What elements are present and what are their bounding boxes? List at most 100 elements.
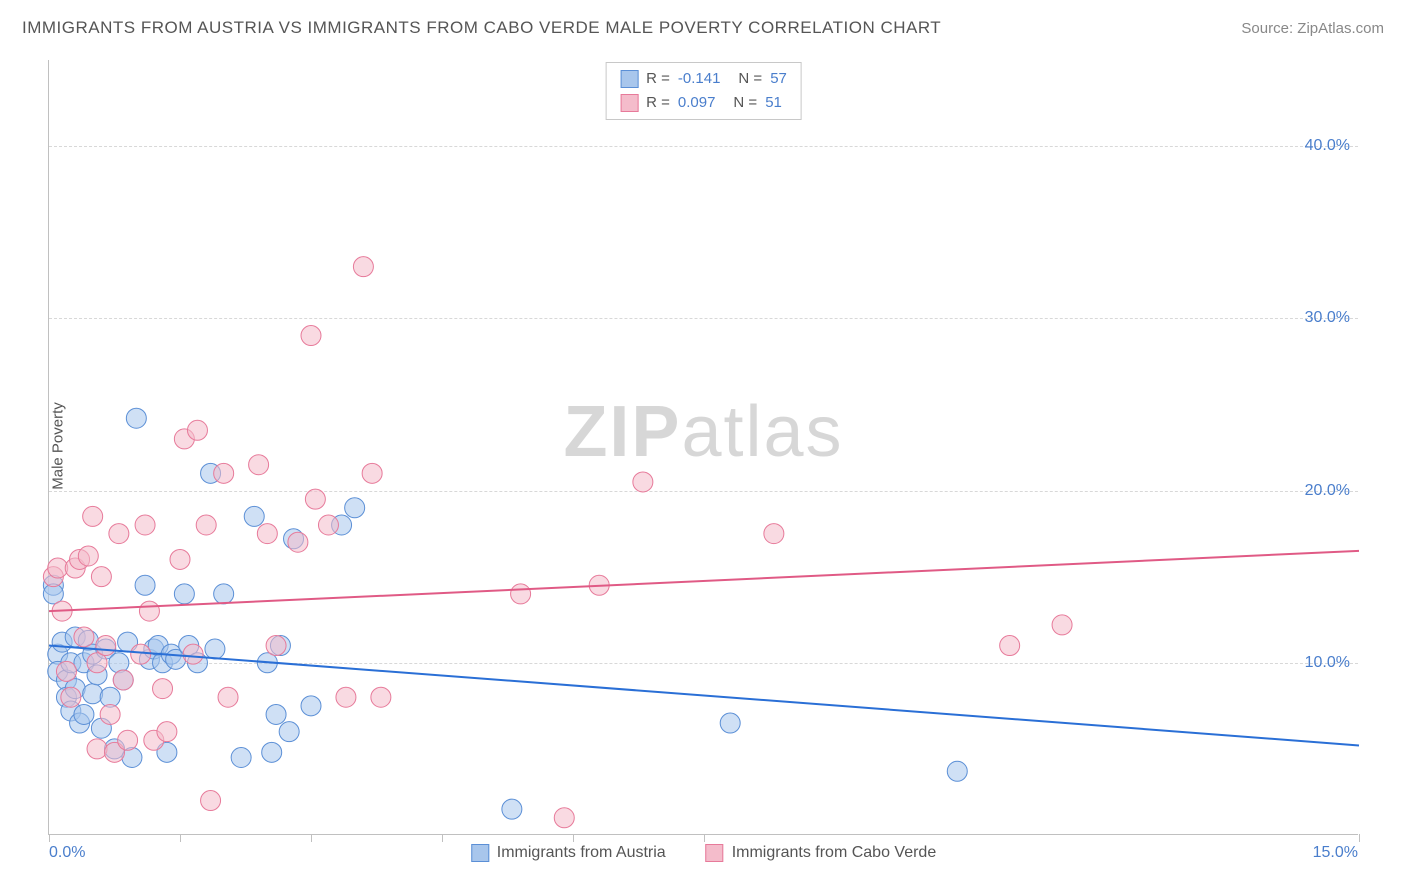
scatter-point: [336, 687, 356, 707]
source-prefix: Source:: [1241, 20, 1297, 37]
y-tick-label: 10.0%: [1305, 654, 1350, 672]
plot-area: ZIPatlas R = -0.141 N = 57 R = 0.097 N =…: [48, 60, 1358, 835]
scatter-point: [249, 455, 269, 475]
x-tick: [704, 834, 705, 842]
y-tick-label: 30.0%: [1305, 309, 1350, 327]
scatter-point: [633, 472, 653, 492]
scatter-point: [170, 549, 190, 569]
x-tick-label: 15.0%: [1313, 844, 1358, 862]
scatter-point: [764, 524, 784, 544]
scatter-point: [502, 799, 522, 819]
legend-label: Immigrants from Cabo Verde: [732, 844, 937, 862]
correlation-chart: IMMIGRANTS FROM AUSTRIA VS IMMIGRANTS FR…: [0, 0, 1406, 892]
trend-line: [49, 551, 1359, 611]
x-tick: [442, 834, 443, 842]
scatter-point: [109, 653, 129, 673]
legend-row-cabo-verde: R = 0.097 N = 51: [620, 91, 787, 115]
legend-r-value[interactable]: 0.097: [678, 91, 716, 115]
chart-title: IMMIGRANTS FROM AUSTRIA VS IMMIGRANTS FR…: [22, 18, 941, 38]
legend-item: Immigrants from Austria: [471, 844, 666, 862]
scatter-point: [74, 627, 94, 647]
scatter-point: [345, 498, 365, 518]
scatter-point: [131, 644, 151, 664]
trend-line: [49, 646, 1359, 746]
scatter-point: [61, 687, 81, 707]
legend-swatch: [620, 94, 638, 112]
scatter-point: [244, 506, 264, 526]
scatter-point: [305, 489, 325, 509]
x-tick: [49, 834, 50, 842]
y-tick-label: 20.0%: [1305, 482, 1350, 500]
scatter-point: [187, 420, 207, 440]
legend-n-label: N =: [733, 91, 757, 115]
scatter-point: [947, 761, 967, 781]
scatter-point: [214, 584, 234, 604]
scatter-point: [56, 661, 76, 681]
scatter-point: [318, 515, 338, 535]
scatter-point: [100, 704, 120, 724]
scatter-point: [554, 808, 574, 828]
scatter-point: [214, 463, 234, 483]
legend-n-value[interactable]: 57: [770, 67, 787, 91]
scatter-point: [74, 704, 94, 724]
title-bar: IMMIGRANTS FROM AUSTRIA VS IMMIGRANTS FR…: [22, 18, 1384, 38]
scatter-point: [157, 722, 177, 742]
scatter-point: [96, 636, 116, 656]
scatter-point: [83, 506, 103, 526]
x-tick-label: 0.0%: [49, 844, 85, 862]
legend-label: Immigrants from Austria: [497, 844, 666, 862]
scatter-point: [362, 463, 382, 483]
scatter-point: [205, 639, 225, 659]
legend-r-label: R =: [646, 91, 670, 115]
scatter-point: [109, 524, 129, 544]
scatter-point: [371, 687, 391, 707]
scatter-point: [78, 546, 98, 566]
source-name: ZipAtlas.com: [1297, 20, 1384, 37]
scatter-point: [288, 532, 308, 552]
scatter-point: [183, 644, 203, 664]
scatter-point: [153, 679, 173, 699]
scatter-point: [83, 684, 103, 704]
scatter-point: [720, 713, 740, 733]
y-tick-label: 40.0%: [1305, 137, 1350, 155]
x-tick: [311, 834, 312, 842]
legend-item: Immigrants from Cabo Verde: [706, 844, 937, 862]
source-attribution: Source: ZipAtlas.com: [1241, 20, 1384, 37]
scatter-point: [201, 791, 221, 811]
legend-r-value[interactable]: -0.141: [678, 67, 721, 91]
scatter-point: [1000, 636, 1020, 656]
scatter-point: [135, 515, 155, 535]
legend-correlation: R = -0.141 N = 57 R = 0.097 N = 51: [605, 62, 802, 120]
legend-n-value[interactable]: 51: [765, 91, 782, 115]
scatter-point: [122, 748, 142, 768]
scatter-point: [126, 408, 146, 428]
scatter-point: [87, 739, 107, 759]
scatter-point: [301, 326, 321, 346]
scatter-point: [135, 575, 155, 595]
scatter-point: [118, 730, 138, 750]
legend-swatch: [706, 844, 724, 862]
scatter-point: [279, 722, 299, 742]
scatter-point: [353, 257, 373, 277]
scatter-point: [266, 704, 286, 724]
scatter-point: [91, 567, 111, 587]
scatter-point: [139, 601, 159, 621]
scatter-point: [1052, 615, 1072, 635]
scatter-point: [301, 696, 321, 716]
scatter-point: [262, 742, 282, 762]
legend-swatch: [471, 844, 489, 862]
scatter-point: [218, 687, 238, 707]
legend-series: Immigrants from Austria Immigrants from …: [471, 844, 936, 862]
legend-row-austria: R = -0.141 N = 57: [620, 67, 787, 91]
x-tick: [573, 834, 574, 842]
scatter-point: [113, 670, 133, 690]
scatter-point: [266, 636, 286, 656]
scatter-point: [231, 748, 251, 768]
legend-swatch: [620, 70, 638, 88]
scatter-point: [511, 584, 531, 604]
x-tick: [1359, 834, 1360, 842]
scatter-point: [174, 584, 194, 604]
legend-n-label: N =: [738, 67, 762, 91]
legend-r-label: R =: [646, 67, 670, 91]
scatter-point: [196, 515, 216, 535]
